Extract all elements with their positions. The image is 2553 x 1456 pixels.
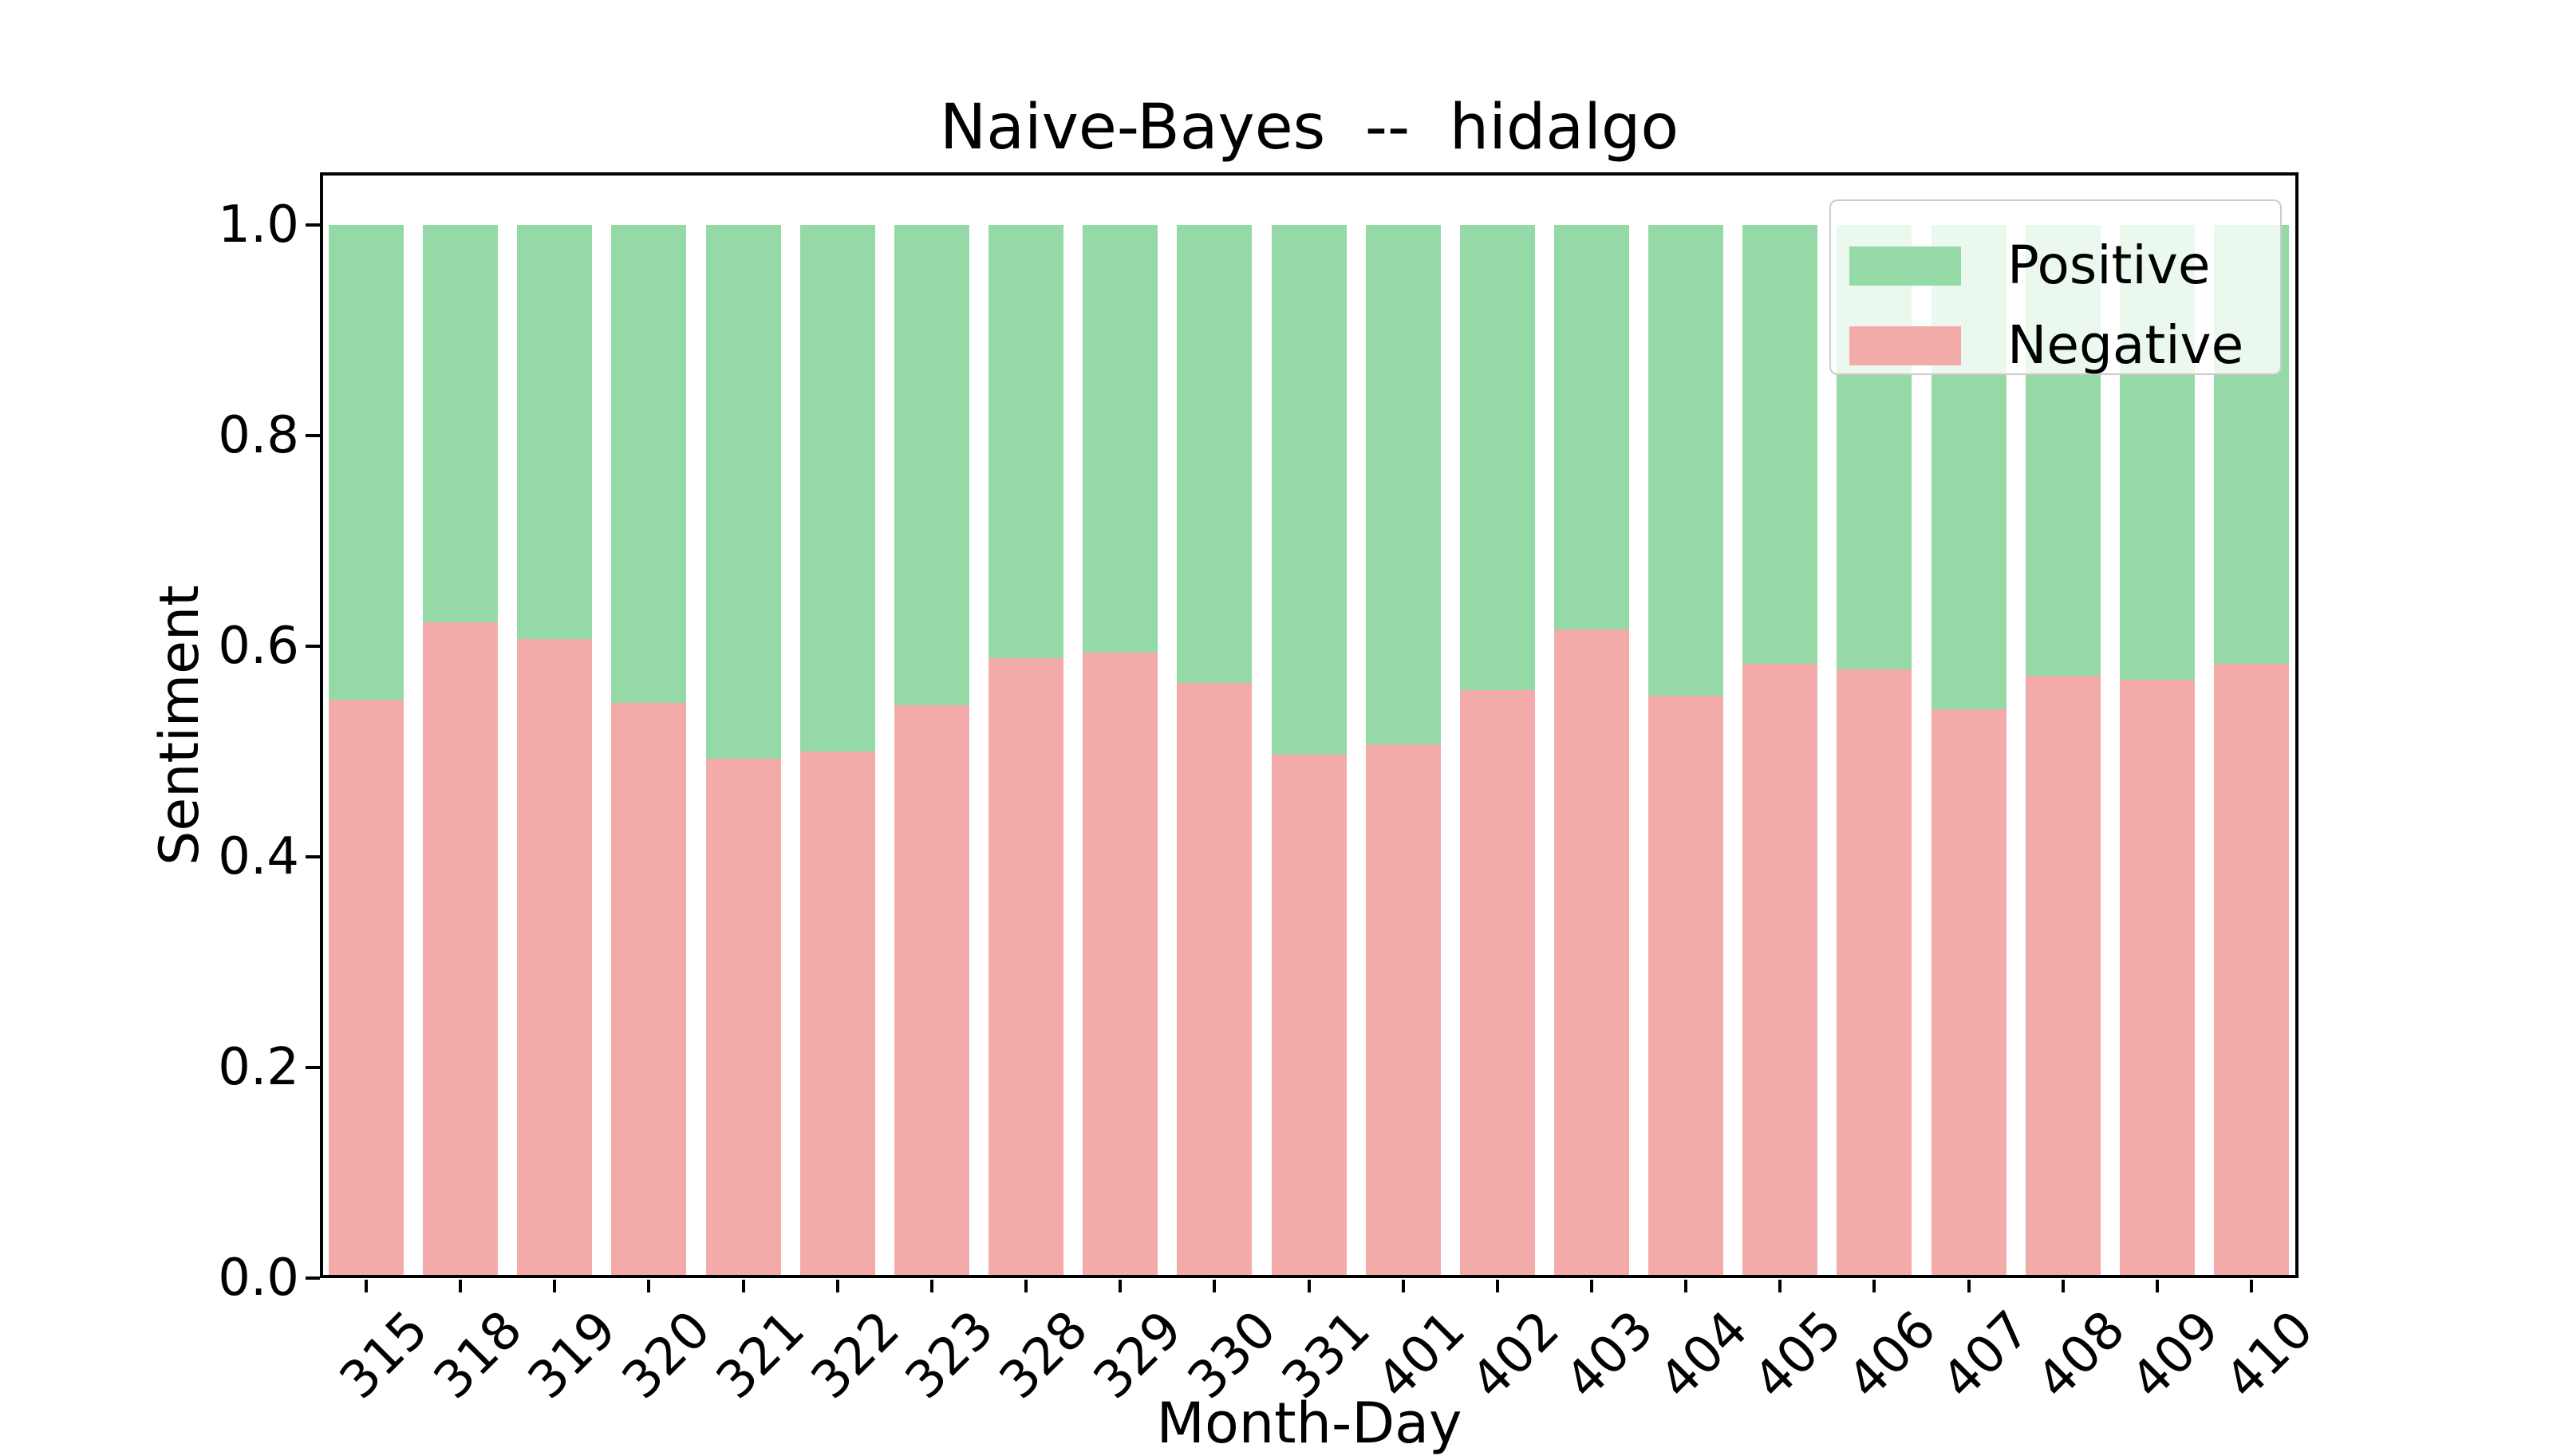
legend-label-positive: Positive [2007,235,2211,296]
y-tick-mark [306,645,320,648]
x-tick-mark [929,1280,933,1292]
bar-segment-negative-410 [2214,664,2289,1278]
bar-segment-negative-319 [517,638,593,1278]
x-tick-mark [1401,1280,1405,1292]
bar-segment-positive-320 [611,225,687,704]
x-tick-label: 322 [799,1300,911,1411]
y-tick-label: 1.0 [218,195,299,255]
legend-label-negative: Negative [2007,314,2244,376]
bar-segment-positive-323 [894,225,969,705]
bar-segment-negative-331 [1271,754,1347,1278]
x-tick-mark [2061,1280,2065,1292]
bar-segment-positive-321 [705,225,781,760]
x-tick-label: 328 [988,1300,1099,1411]
legend-entry-negative: Negative [1831,306,2280,385]
legend-entry-positive: Positive [1831,226,2280,306]
bar-segment-negative-401 [1365,744,1441,1278]
x-tick-label: 407 [1931,1300,2042,1411]
y-tick-label: 0.8 [218,406,299,465]
y-tick-mark [306,1276,320,1280]
x-tick-label: 408 [2025,1300,2137,1411]
x-tick-label: 409 [2119,1300,2231,1411]
bar-segment-positive-331 [1271,225,1347,755]
x-tick-label: 402 [1459,1300,1571,1411]
x-tick-mark [1778,1280,1782,1292]
bar-segment-positive-329 [1083,225,1158,653]
bar-segment-negative-318 [423,621,499,1278]
bar-segment-positive-328 [988,225,1064,658]
x-tick-label: 319 [517,1300,629,1411]
x-tick-mark [365,1280,368,1292]
bar-segment-positive-405 [1742,225,1818,665]
bar-segment-negative-408 [2025,675,2101,1278]
bar-segment-negative-329 [1083,652,1158,1278]
bar-segment-negative-323 [894,704,969,1278]
x-tick-mark [1872,1280,1876,1292]
bar-segment-negative-322 [799,752,875,1278]
bar-segment-negative-320 [611,703,687,1278]
y-tick-label: 0.6 [218,617,299,676]
bar-segment-negative-407 [1931,709,2006,1278]
y-tick-mark [306,1066,320,1069]
x-tick-mark [2155,1280,2159,1292]
x-tick-mark [1589,1280,1593,1292]
x-tick-mark [2250,1280,2253,1292]
y-tick-label: 0.4 [218,827,299,886]
x-tick-label: 410 [2214,1300,2325,1411]
bar-segment-positive-319 [517,225,593,639]
x-tick-mark [459,1280,463,1292]
y-tick-mark [306,223,320,227]
chart-title: Naive-Bayes -- hidalgo [939,92,1679,164]
negative-swatch-icon [1849,326,1961,365]
x-tick-label: 404 [1648,1300,1759,1411]
x-tick-label: 315 [329,1300,440,1411]
y-tick-mark [306,434,320,437]
bar-segment-negative-404 [1648,696,1724,1278]
legend: Positive Negative [1829,199,2282,375]
y-tick-label: 0.2 [218,1038,299,1097]
x-tick-mark [1024,1280,1028,1292]
x-tick-label: 318 [423,1300,534,1411]
bar-segment-positive-315 [329,225,404,700]
x-tick-label: 406 [1837,1300,1948,1411]
x-tick-mark [835,1280,839,1292]
x-tick-mark [1967,1280,1971,1292]
y-tick-mark [306,855,320,858]
bar-segment-positive-401 [1365,225,1441,744]
x-tick-label: 323 [894,1300,1005,1411]
bar-segment-positive-403 [1553,225,1629,629]
bar-segment-negative-403 [1553,629,1629,1278]
x-tick-label: 403 [1554,1300,1665,1411]
x-tick-mark [1684,1280,1688,1292]
bar-segment-positive-318 [423,225,499,622]
x-tick-label: 405 [1742,1300,1854,1411]
x-tick-label: 321 [705,1300,817,1411]
bar-segment-positive-322 [799,225,875,752]
x-tick-mark [553,1280,557,1292]
bar-segment-negative-406 [1837,669,1912,1278]
x-tick-mark [741,1280,745,1292]
bar-segment-negative-321 [705,759,781,1278]
x-tick-mark [1495,1280,1499,1292]
x-tick-mark [1213,1280,1217,1292]
bar-segment-negative-315 [329,700,404,1278]
positive-swatch-icon [1849,246,1961,286]
bar-segment-positive-402 [1459,225,1535,691]
x-tick-mark [1119,1280,1123,1292]
bar-segment-negative-409 [2119,680,2195,1278]
bar-segment-positive-404 [1648,225,1724,696]
bar-segment-negative-330 [1177,683,1253,1278]
x-axis-label: Month-Day [1156,1391,1462,1456]
bar-segment-negative-402 [1459,690,1535,1278]
y-tick-label: 0.0 [218,1249,299,1308]
x-tick-mark [647,1280,651,1292]
bar-segment-positive-330 [1177,225,1253,684]
bar-segment-negative-328 [988,657,1064,1278]
x-tick-mark [1307,1280,1311,1292]
x-tick-label: 320 [611,1300,723,1411]
bar-segment-negative-405 [1742,664,1818,1278]
